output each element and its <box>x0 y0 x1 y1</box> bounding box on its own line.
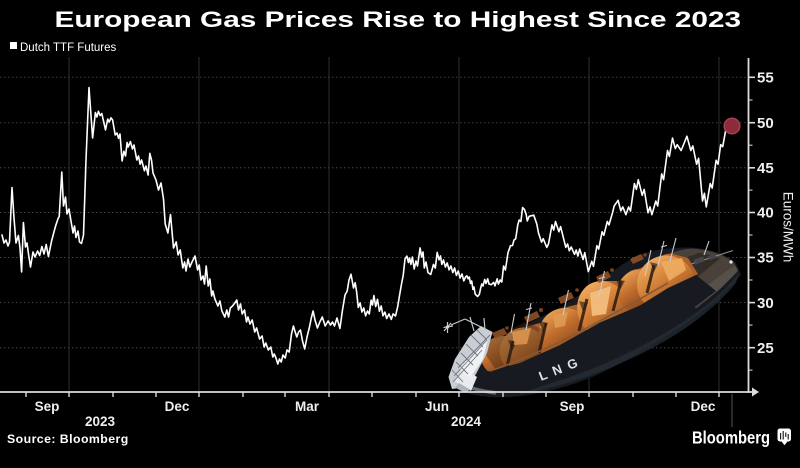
svg-text:Source: Bloomberg: Source: Bloomberg <box>7 432 129 446</box>
svg-text:European Gas Prices Rise to Hi: European Gas Prices Rise to Highest Sinc… <box>55 6 742 32</box>
svg-text:Dutch TTF Futures: Dutch TTF Futures <box>20 42 117 54</box>
svg-text:Mar: Mar <box>295 399 320 414</box>
svg-text:40: 40 <box>757 205 774 222</box>
svg-text:Jun: Jun <box>425 399 449 414</box>
svg-text:Bloomberg: Bloomberg <box>692 428 770 447</box>
svg-text:Euros/MWh: Euros/MWh <box>781 192 796 263</box>
svg-text:Sep: Sep <box>35 399 60 414</box>
svg-text:2024: 2024 <box>451 414 482 429</box>
svg-text:Dec: Dec <box>165 399 190 414</box>
svg-text:55: 55 <box>757 70 774 87</box>
svg-text:45: 45 <box>757 160 774 177</box>
svg-text:2023: 2023 <box>85 414 116 429</box>
svg-text:Dec: Dec <box>691 399 716 414</box>
svg-text:25: 25 <box>757 340 774 357</box>
svg-text:30: 30 <box>757 295 774 312</box>
svg-text:35: 35 <box>757 250 774 267</box>
svg-text:50: 50 <box>757 115 774 132</box>
svg-text:Sep: Sep <box>560 399 585 414</box>
